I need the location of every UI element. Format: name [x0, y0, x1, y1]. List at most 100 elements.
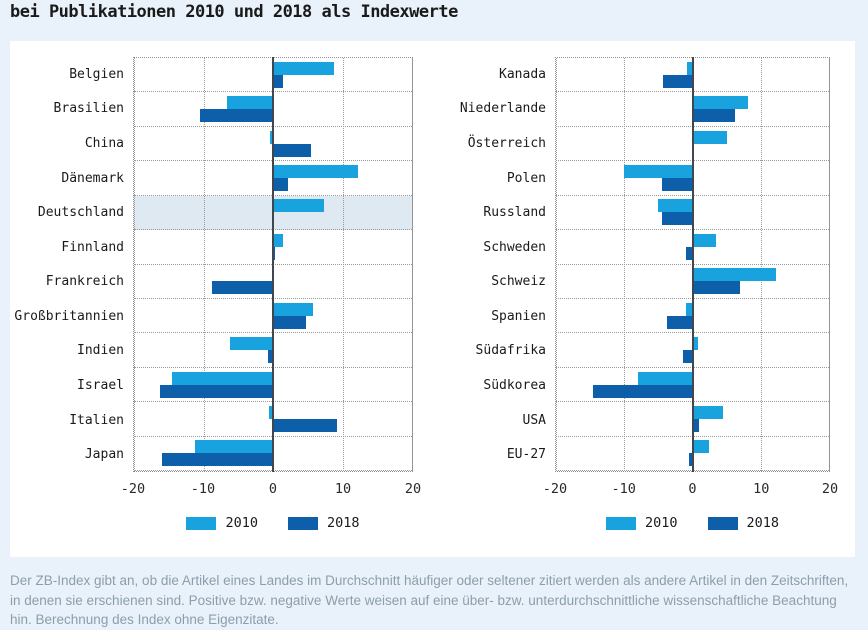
bar-2018: [161, 453, 273, 467]
x-tick-label: -10: [190, 481, 216, 497]
gridline: [829, 58, 830, 471]
x-tick-label: -20: [542, 481, 568, 497]
legend-label: 2018: [746, 515, 780, 531]
category-label: Dänemark: [61, 170, 124, 186]
bar-2010: [657, 199, 693, 213]
bar-2018: [666, 315, 693, 329]
legend-label: 2010: [225, 515, 258, 531]
bar-2010: [273, 164, 358, 178]
category-label: Deutschland: [37, 205, 124, 221]
bar-2018: [692, 281, 741, 295]
gridline: [134, 58, 135, 471]
bar-2010: [269, 130, 273, 144]
bar-2010: [227, 96, 273, 110]
category-label: Finnland: [61, 239, 124, 255]
category-label: Russland: [483, 205, 546, 221]
bar-2018: [686, 246, 693, 260]
x-tick-label: -20: [120, 481, 146, 497]
bar-2018: [689, 453, 693, 467]
category-label: Spanien: [491, 308, 546, 324]
gridline: [203, 58, 205, 471]
bar-2018: [273, 315, 307, 329]
legend-swatch-2010: [186, 516, 217, 530]
category-labels: Kanada Niederlande Österreich Polen Russland…: [415, 57, 555, 472]
category-label: EU-27: [506, 447, 546, 463]
plot-wrap: -20 -10 0 10 20 2010 2018: [121, 57, 421, 531]
plot-wrap: -20 -10 0 10 20 2010 2018: [543, 57, 838, 531]
chart-right: Kanada Niederlande Österreich Polen Russland…: [415, 57, 838, 531]
gridline: [342, 58, 344, 471]
category-label: Niederlande: [459, 101, 546, 117]
bar-2018: [663, 74, 693, 88]
category-label: Schweden: [483, 239, 546, 255]
bar-2018: [273, 143, 312, 157]
bar-2010: [692, 440, 709, 454]
bar-2018: [692, 109, 736, 123]
gridline: [556, 58, 557, 471]
category-label: Italien: [69, 412, 124, 428]
legend-swatch-2010: [605, 516, 636, 530]
bar-2018: [159, 384, 273, 398]
x-tick-label: 20: [404, 481, 422, 497]
category-label: Indien: [77, 343, 124, 359]
category-label: Japan: [84, 447, 124, 463]
chart-caption: Der ZB-Index gibt an, ob die Artikel ein…: [10, 573, 849, 627]
legend-item: 2010: [186, 515, 258, 531]
bar-2018: [200, 109, 273, 123]
bar-2010: [692, 268, 777, 282]
bar-2018: [592, 384, 693, 398]
x-tick-label: 10: [334, 481, 352, 497]
legend-label: 2010: [644, 515, 678, 531]
legend-swatch-2018: [288, 516, 318, 530]
legend-label: 2018: [327, 515, 360, 531]
zero-line: [691, 57, 694, 472]
legend-swatch-2018: [707, 516, 738, 530]
x-tick-label: 0: [688, 481, 697, 497]
bar-2010: [172, 371, 273, 385]
bar-2018: [662, 212, 693, 226]
bar-2010: [687, 61, 693, 75]
category-label: Polen: [506, 170, 546, 186]
bar-2018: [662, 177, 693, 191]
gridline: [760, 58, 762, 471]
bar-2010: [195, 440, 273, 454]
category-label: China: [84, 135, 124, 151]
gridline: [624, 58, 626, 471]
x-axis: -20 -10 0 10 20: [543, 481, 838, 499]
bar-2010: [229, 337, 273, 351]
legend-item: 2018: [707, 515, 780, 531]
bar-2010: [692, 233, 716, 247]
bar-2010: [624, 164, 693, 178]
bar-2010: [692, 130, 727, 144]
bar-2018: [273, 418, 337, 432]
category-label: Frankreich: [45, 274, 124, 290]
bar-2018: [268, 350, 273, 364]
page-title: bei Publikationen 2010 und 2018 als Inde…: [10, 2, 458, 22]
legend-item: 2010: [605, 515, 678, 531]
bar-2010: [685, 302, 693, 316]
x-tick-label: -10: [611, 481, 636, 497]
bar-2018: [211, 281, 273, 295]
category-label: Belgien: [69, 66, 124, 82]
chart-left: Belgien Brasilien China Dänemark Deutschland…: [10, 57, 421, 531]
legend: 2010 2018: [555, 515, 830, 531]
category-label: Brasilien: [53, 101, 124, 117]
chart-row: [556, 265, 829, 299]
x-tick-label: 0: [268, 481, 278, 497]
legend: 2010 2018: [133, 515, 413, 531]
x-axis: -20 -10 0 10 20: [121, 481, 421, 499]
plot-area: [133, 57, 413, 472]
zero-line: [272, 57, 274, 472]
bar-2010: [692, 405, 723, 419]
category-label: Schweiz: [491, 274, 546, 290]
category-label: Israel: [77, 377, 124, 393]
category-label: Südkorea: [483, 377, 546, 393]
bar-2018: [273, 246, 276, 260]
category-label: Südafrika: [475, 343, 546, 359]
bar-2010: [692, 337, 698, 351]
bar-2010: [692, 96, 748, 110]
bar-2010: [273, 302, 313, 316]
bar-2018: [273, 177, 289, 191]
category-labels: Belgien Brasilien China Dänemark Deutschland…: [10, 57, 133, 472]
bar-2010: [273, 61, 335, 75]
